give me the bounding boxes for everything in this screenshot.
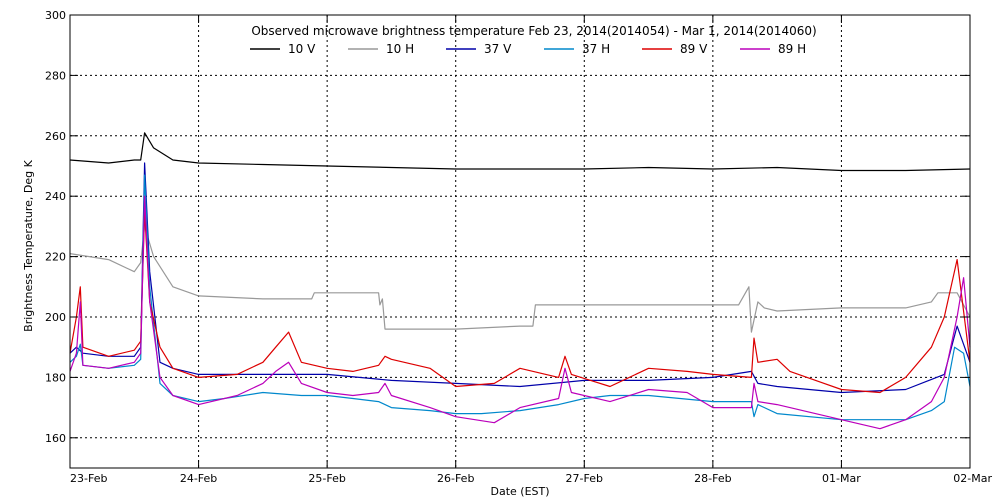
- series-line-10-h: [69, 225, 971, 333]
- series-line-37-h: [69, 174, 971, 421]
- axis-ticks: [69, 14, 971, 468]
- x-tick-label: 27-Feb: [566, 472, 603, 485]
- x-tick-label: 26-Feb: [437, 472, 474, 485]
- y-tick-label: 180: [45, 371, 66, 384]
- legend-label: 37 V: [484, 42, 512, 56]
- y-tick-label: 240: [45, 190, 66, 203]
- series-line-37-v: [69, 162, 971, 394]
- x-tick-label: 01-Mar: [822, 472, 861, 485]
- y-tick-label: 280: [45, 69, 66, 82]
- chart-title: Observed microwave brightness temperatur…: [251, 24, 816, 38]
- legend-label: 89 H: [778, 42, 806, 56]
- x-tick-label: 25-Feb: [308, 472, 345, 485]
- x-tick-label: 28-Feb: [694, 472, 731, 485]
- y-tick-labels: 160 180 200 220 240 260 280 300: [45, 9, 66, 445]
- y-tick-label: 220: [45, 251, 66, 264]
- x-axis-label: Date (EST): [490, 485, 549, 498]
- legend-label: 89 V: [680, 42, 708, 56]
- y-tick-label: 160: [45, 432, 66, 445]
- legend: 10 V 10 H 37 V 37 H 89 V 89 H: [250, 42, 806, 56]
- x-tick-label: 24-Feb: [180, 472, 217, 485]
- legend-label: 37 H: [582, 42, 610, 56]
- y-axis-label: Brightness Temperature, Deg K: [22, 159, 35, 331]
- x-tick-label: 23-Feb: [70, 472, 107, 485]
- series-line-89-h: [69, 195, 971, 430]
- legend-label: 10 H: [386, 42, 414, 56]
- y-tick-label: 200: [45, 311, 66, 324]
- legend-label: 10 V: [288, 42, 316, 56]
- series-line-89-v: [69, 210, 971, 394]
- x-tick-label: 02-Mar: [953, 472, 992, 485]
- plot-frame: [69, 14, 971, 469]
- y-tick-label: 300: [45, 9, 66, 22]
- series-line-10-v: [69, 132, 971, 172]
- y-tick-label: 260: [45, 130, 66, 143]
- x-tick-labels: 23-Feb 24-Feb 25-Feb 26-Feb 27-Feb 28-Feb 01-M…: [70, 472, 992, 485]
- grid-lines: [70, 15, 970, 468]
- series-lines: [69, 132, 971, 430]
